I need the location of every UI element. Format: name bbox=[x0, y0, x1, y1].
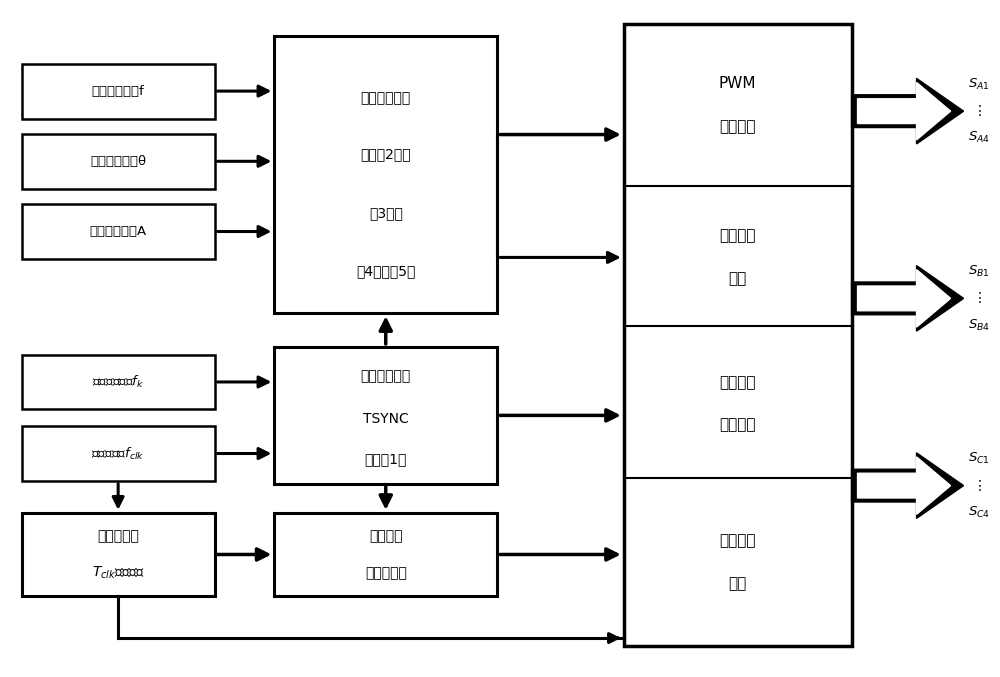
Text: 同步信号发生: 同步信号发生 bbox=[361, 370, 411, 384]
Text: （3）、: （3）、 bbox=[369, 206, 403, 221]
Text: 三角波频率：$f_k$: 三角波频率：$f_k$ bbox=[92, 374, 144, 390]
Text: $S_{C1}$: $S_{C1}$ bbox=[968, 452, 989, 466]
Text: 时钟频率：$f_{clk}$: 时钟频率：$f_{clk}$ bbox=[91, 445, 145, 462]
FancyBboxPatch shape bbox=[22, 355, 215, 410]
FancyBboxPatch shape bbox=[22, 134, 215, 189]
Text: 输出控制: 输出控制 bbox=[719, 119, 756, 134]
Polygon shape bbox=[852, 453, 964, 519]
Text: 公式（1）: 公式（1） bbox=[365, 452, 407, 466]
Text: 超实时计算: 超实时计算 bbox=[365, 566, 407, 580]
Text: TSYNC: TSYNC bbox=[363, 412, 409, 426]
FancyBboxPatch shape bbox=[624, 24, 852, 646]
FancyBboxPatch shape bbox=[274, 36, 497, 313]
Polygon shape bbox=[852, 79, 964, 144]
Text: ⋮: ⋮ bbox=[973, 104, 986, 118]
Text: 二级流水线: 二级流水线 bbox=[97, 529, 139, 543]
Text: 调制波查找表: 调制波查找表 bbox=[361, 91, 411, 105]
Text: $S_{B4}$: $S_{B4}$ bbox=[968, 318, 990, 332]
Polygon shape bbox=[858, 457, 951, 515]
Text: $S_{A1}$: $S_{A1}$ bbox=[968, 77, 989, 92]
Text: 脉宽组合: 脉宽组合 bbox=[719, 533, 756, 548]
Text: 状态设置: 状态设置 bbox=[719, 418, 756, 433]
Text: 调制波频率：f: 调制波频率：f bbox=[92, 85, 145, 97]
Text: 各种死区: 各种死区 bbox=[719, 374, 756, 390]
FancyBboxPatch shape bbox=[274, 512, 497, 596]
Text: ⋮: ⋮ bbox=[973, 479, 986, 493]
Polygon shape bbox=[858, 269, 951, 327]
FancyBboxPatch shape bbox=[22, 512, 215, 596]
Text: $T_{clk}$信号发生: $T_{clk}$信号发生 bbox=[92, 565, 144, 582]
FancyBboxPatch shape bbox=[22, 204, 215, 259]
Text: 确定: 确定 bbox=[728, 576, 747, 591]
Text: 开关区间: 开关区间 bbox=[719, 229, 756, 244]
Text: 确定: 确定 bbox=[728, 271, 747, 286]
Text: 调制波幅值：A: 调制波幅值：A bbox=[90, 225, 147, 238]
Polygon shape bbox=[852, 265, 964, 331]
Text: 开关时间: 开关时间 bbox=[369, 529, 403, 543]
Text: 调制波相位：θ: 调制波相位：θ bbox=[90, 155, 146, 168]
Polygon shape bbox=[858, 83, 951, 140]
Text: ⋮: ⋮ bbox=[973, 291, 986, 305]
Text: $S_{C4}$: $S_{C4}$ bbox=[968, 505, 990, 520]
Text: PWM: PWM bbox=[719, 77, 756, 91]
FancyBboxPatch shape bbox=[22, 64, 215, 118]
Text: $S_{A4}$: $S_{A4}$ bbox=[968, 131, 990, 146]
Text: $S_{B1}$: $S_{B1}$ bbox=[968, 264, 989, 279]
FancyBboxPatch shape bbox=[274, 347, 497, 484]
Text: （4）、（5）: （4）、（5） bbox=[356, 265, 415, 279]
FancyBboxPatch shape bbox=[22, 426, 215, 481]
Text: 公式（2）、: 公式（2）、 bbox=[360, 148, 411, 162]
